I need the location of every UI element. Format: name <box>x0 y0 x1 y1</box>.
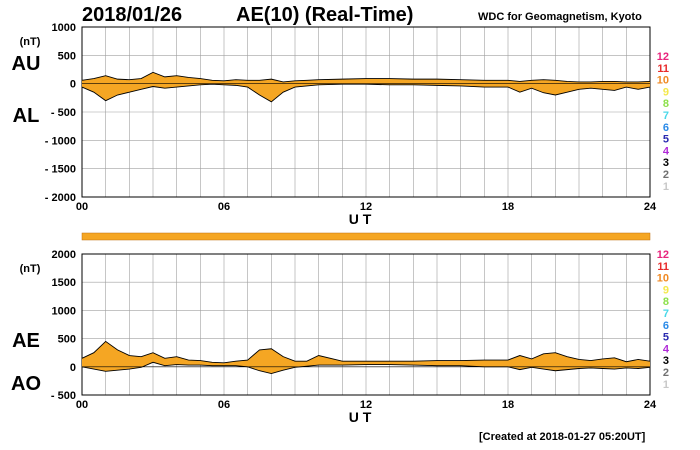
level-legend-entry: 12 <box>657 51 669 63</box>
series-label-al: AL <box>13 105 40 127</box>
plot-frame <box>81 253 651 396</box>
source-credit: WDC for Geomagnetism, Kyoto <box>478 11 642 23</box>
y-tick-label: 500 <box>58 334 76 346</box>
level-legend-entry: 11 <box>657 261 669 273</box>
level-legend-entry: 2 <box>663 169 669 181</box>
x-tick-label: 00 <box>76 399 88 411</box>
x-tick-label: 12 <box>360 201 372 213</box>
level-legend-entry: 10 <box>657 75 669 87</box>
created-timestamp: [Created at 2018-01-27 05:20UT] <box>479 431 646 443</box>
data-coverage-bar <box>81 232 651 241</box>
y-tick-label: - 500 <box>51 390 76 402</box>
x-tick-label: 00 <box>76 201 88 213</box>
series-label-ao: AO <box>11 373 41 395</box>
series-fill-area <box>82 72 650 102</box>
y-tick-label: 1000 <box>52 305 76 317</box>
level-legend-entry: 5 <box>663 332 669 344</box>
x-tick-label: 06 <box>218 201 230 213</box>
level-legend-entry: 9 <box>663 86 669 98</box>
y-tick-label: 2000 <box>52 249 76 261</box>
level-legend-entry: 5 <box>663 134 669 146</box>
series-line-au <box>81 71 651 83</box>
y-tick-label: - 1500 <box>45 164 76 176</box>
plot-frame <box>81 26 651 198</box>
series-line-ao <box>81 361 651 375</box>
y-axis-unit: (nT) <box>20 36 41 48</box>
level-legend-entry: 3 <box>663 355 669 367</box>
level-legend-entry: 4 <box>663 145 670 157</box>
y-tick-label: - 500 <box>51 107 76 119</box>
x-tick-label: 06 <box>218 399 230 411</box>
x-tick-label: 12 <box>360 399 372 411</box>
level-legend-entry: 8 <box>663 296 669 308</box>
level-legend-entry: 10 <box>657 273 669 285</box>
series-label-au: AU <box>12 53 41 75</box>
chart-title: AE(10) (Real-Time) <box>236 4 414 26</box>
level-legend-entry: 4 <box>663 343 670 355</box>
x-tick-label: 24 <box>644 399 657 411</box>
series-line-al <box>81 83 651 103</box>
y-tick-label: 1000 <box>52 22 76 34</box>
y-tick-label: 500 <box>58 50 76 62</box>
level-legend-entry: 6 <box>663 122 669 134</box>
x-axis-label: U T <box>349 409 372 425</box>
level-legend-entry: 1 <box>663 379 669 391</box>
y-tick-label: 1500 <box>52 277 76 289</box>
level-legend-entry: 9 <box>663 284 669 296</box>
x-tick-label: 24 <box>644 201 657 213</box>
y-tick-label: - 2000 <box>45 192 76 204</box>
x-tick-label: 18 <box>502 399 514 411</box>
date-title: 2018/01/26 <box>82 4 183 26</box>
level-legend-entry: 12 <box>657 249 669 261</box>
series-line-ae <box>81 340 651 364</box>
series-label-ae: AE <box>12 330 40 352</box>
y-axis-unit: (nT) <box>20 263 41 275</box>
level-legend-entry: 8 <box>663 98 669 110</box>
y-tick-label: - 1000 <box>45 135 76 147</box>
level-legend-entry: 3 <box>663 157 669 169</box>
level-legend-entry: 7 <box>663 110 669 122</box>
level-legend-entry: 7 <box>663 308 669 320</box>
level-legend-entry: 2 <box>663 367 669 379</box>
x-tick-label: 18 <box>502 201 514 213</box>
y-tick-label: 0 <box>70 362 76 374</box>
y-tick-label: 0 <box>70 79 76 91</box>
x-axis-label: U T <box>349 211 372 227</box>
level-legend-entry: 6 <box>663 320 669 332</box>
level-legend-entry: 1 <box>663 181 669 193</box>
level-legend-entry: 11 <box>657 63 669 75</box>
